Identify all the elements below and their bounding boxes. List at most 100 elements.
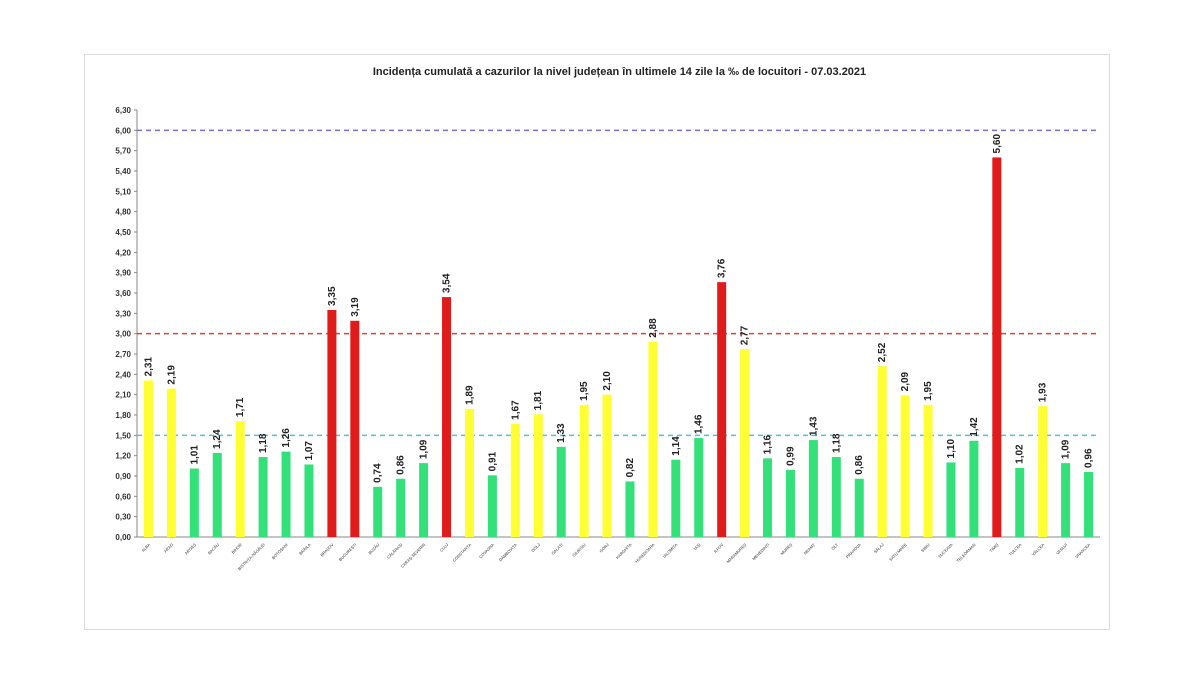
bar-value-label: 1,16 — [763, 434, 774, 454]
threshold-lines — [137, 129, 1100, 437]
bar-value-label: 1,09 — [419, 439, 430, 459]
bar-value-label: 5,60 — [992, 134, 1003, 154]
bar-value-label: 2,09 — [900, 371, 911, 391]
x-category-label: CĂLĂRAȘI — [386, 542, 404, 560]
bar-value-label: 1,43 — [808, 416, 819, 436]
y-tick-label: 3,30 — [115, 309, 131, 318]
x-category-label: SĂLAJ — [873, 542, 885, 554]
y-tick-label: 0,90 — [115, 472, 131, 481]
y-tick-label: 0,60 — [115, 492, 131, 501]
bars — [143, 157, 1094, 537]
bar-value-label: 1,81 — [533, 390, 544, 410]
bar-value-label: 1,67 — [510, 400, 521, 420]
x-category-label: VASLUI — [1055, 542, 1068, 555]
bar-value-label: 1,26 — [281, 428, 292, 448]
bar-value-label: 1,33 — [556, 423, 567, 443]
bar-value-label: 1,42 — [969, 417, 980, 437]
bar — [648, 341, 658, 537]
bar — [579, 404, 589, 537]
value-labels: 2,31 2,19 1,01 1,24 1,71 1,18 1,26 1,07 3,35 3,19… — [143, 134, 1094, 483]
bar-value-label: 3,35 — [327, 286, 338, 306]
bar-value-label: 0,99 — [785, 446, 796, 466]
bar — [763, 458, 773, 537]
x-category-label: BRAȘOV — [319, 542, 335, 558]
y-tick-label: 2,70 — [115, 350, 131, 359]
bar — [671, 459, 681, 537]
bar-value-label: 1,89 — [464, 385, 475, 405]
x-category-label: DÂMBOVIȚA — [498, 542, 518, 562]
y-tick-label: 3,00 — [115, 330, 131, 339]
y-tick-label: 3,90 — [115, 269, 131, 278]
bar — [533, 414, 543, 537]
bar-value-label: 2,19 — [166, 365, 177, 385]
y-tick-label: 3,60 — [115, 289, 131, 298]
x-category-label: BIHOR — [230, 542, 243, 555]
bar — [1038, 406, 1048, 537]
x-category-label: ILFOV — [713, 542, 725, 554]
y-tick-label: 5,40 — [115, 167, 131, 176]
x-category-label: SUCEAVA — [937, 542, 954, 559]
x-category-label: PRAHOVA — [845, 542, 862, 559]
x-category-label: OLT — [830, 542, 839, 551]
bar — [556, 446, 566, 537]
x-category-label: HUNEDOARA — [634, 542, 656, 564]
bar — [419, 463, 429, 537]
x-category-label: VÂLCEA — [1031, 542, 1046, 557]
bar-value-label: 1,07 — [304, 441, 315, 461]
bar-value-label: 1,18 — [258, 433, 269, 453]
y-tick-label: 6,00 — [115, 126, 131, 135]
bar — [946, 462, 956, 537]
y-tick-label: 1,50 — [115, 431, 131, 440]
y-tick-label: 5,10 — [115, 187, 131, 196]
x-category-label: ALBA — [140, 542, 151, 553]
bar-value-label: 2,88 — [648, 318, 659, 338]
bar-value-label: 3,19 — [350, 297, 361, 317]
x-category-label: BUZĂU — [367, 542, 380, 555]
x-category-label: IAȘI — [693, 542, 702, 551]
bar-value-label: 3,54 — [442, 273, 453, 293]
bar — [281, 451, 291, 537]
bar — [327, 309, 337, 537]
x-category-label: SIBIU — [920, 542, 931, 553]
bar — [923, 404, 933, 537]
x-category-label: VRANCEA — [1074, 542, 1091, 559]
x-category-label: MARAMUREȘ — [725, 542, 747, 564]
y-tick-label: 1,80 — [115, 411, 131, 420]
bar — [808, 440, 818, 537]
bar — [831, 457, 841, 537]
y-tick-label: 4,50 — [115, 228, 131, 237]
x-category-label: COVASNA — [478, 542, 495, 559]
bar — [877, 366, 887, 537]
bar — [900, 395, 910, 537]
y-tick-label: 6,30 — [115, 106, 131, 115]
x-category-label: ARGEȘ — [184, 542, 198, 556]
x-category-label: BUCUREȘTI — [338, 542, 358, 562]
y-tick-label: 0,30 — [115, 513, 131, 522]
bar-value-label: 1,46 — [694, 414, 705, 434]
y-tick-label: 0,00 — [115, 533, 131, 542]
x-category-label: TULCEA — [1008, 542, 1023, 557]
bar — [717, 282, 727, 537]
bar — [464, 408, 474, 537]
x-category-label: TIMIȘ — [988, 542, 999, 553]
x-category-label: GIURGIU — [571, 542, 587, 558]
bar — [189, 468, 199, 537]
bar-value-label: 1,95 — [923, 381, 934, 401]
bar-value-label: 1,93 — [1038, 382, 1049, 402]
bar — [740, 349, 750, 537]
bar — [373, 486, 383, 537]
x-category-label: BACĂU — [207, 542, 220, 555]
bar-value-label: 0,86 — [396, 455, 407, 475]
bar-value-label: 0,91 — [487, 451, 498, 471]
bar — [212, 452, 222, 537]
bar — [969, 440, 979, 537]
x-category-label: CLUJ — [439, 542, 450, 553]
bar — [602, 394, 612, 537]
bar-value-label: 1,02 — [1015, 444, 1026, 464]
y-tick-label: 4,20 — [115, 248, 131, 257]
bar — [143, 380, 153, 537]
x-category-label: MEHEDINȚI — [751, 542, 770, 561]
bar — [487, 475, 497, 537]
